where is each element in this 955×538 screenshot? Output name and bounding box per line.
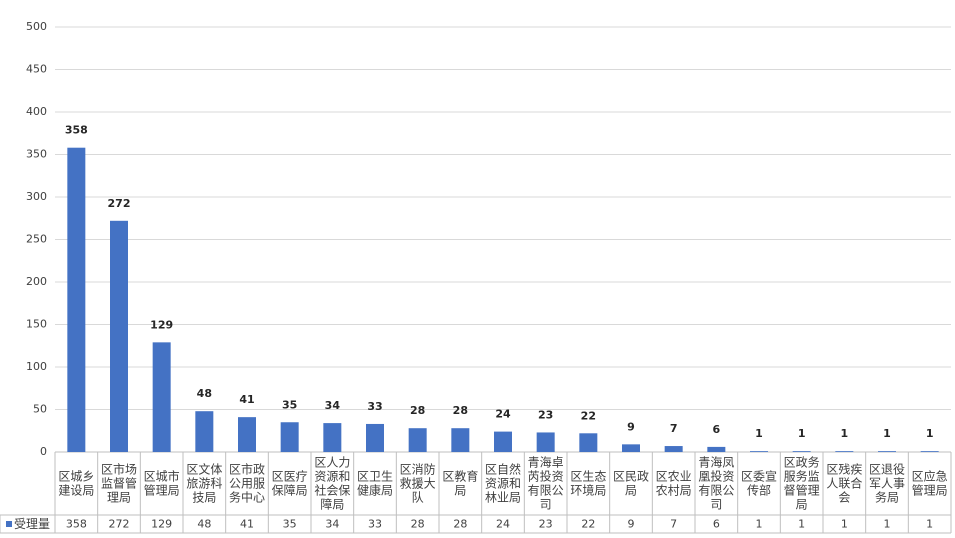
table-value: 1 xyxy=(884,518,891,531)
category-label: 区退役军人事务局 xyxy=(869,461,905,504)
category-label: 区人力资源和社会保障局 xyxy=(314,455,350,511)
legend-label: 受理量 xyxy=(14,517,50,531)
data-label: 1 xyxy=(755,427,763,440)
bar xyxy=(792,451,811,452)
data-label: 35 xyxy=(282,398,297,411)
bar xyxy=(451,428,470,452)
y-tick-label: 250 xyxy=(26,233,47,246)
y-tick-label: 200 xyxy=(26,275,47,288)
table-value: 33 xyxy=(368,518,382,531)
y-tick-label: 50 xyxy=(33,403,47,416)
table-value: 28 xyxy=(453,518,467,531)
data-label: 6 xyxy=(713,423,721,436)
category-label: 区政务服务监督管理局 xyxy=(784,454,820,511)
data-label: 1 xyxy=(926,427,934,440)
table-value: 48 xyxy=(197,518,211,531)
category-label: 区医疗保障局 xyxy=(272,469,308,497)
bar xyxy=(195,411,214,452)
bar xyxy=(408,428,427,452)
category-label: 区城乡建设局 xyxy=(58,469,94,497)
table-value: 1 xyxy=(756,518,763,531)
category-label: 区教育局 xyxy=(442,468,478,497)
category-label: 区市政公用服务中心 xyxy=(229,461,265,504)
bar xyxy=(536,432,555,452)
table-value: 7 xyxy=(670,518,677,531)
data-label: 22 xyxy=(581,409,596,422)
bar xyxy=(750,451,768,452)
table-value: 9 xyxy=(628,518,635,531)
table-value: 6 xyxy=(713,518,720,531)
data-label: 33 xyxy=(367,400,382,413)
table-value: 1 xyxy=(926,518,933,531)
bar xyxy=(920,451,939,452)
data-label: 129 xyxy=(150,318,173,331)
bar xyxy=(622,444,640,452)
table-value: 23 xyxy=(539,518,553,531)
category-label: 区卫生健康局 xyxy=(357,469,393,497)
bar xyxy=(579,433,598,452)
table-value: 28 xyxy=(411,518,425,531)
data-label: 28 xyxy=(410,404,425,417)
table-value: 22 xyxy=(581,518,595,531)
data-label: 1 xyxy=(841,427,849,440)
category-label: 区自然资源和林业局 xyxy=(485,461,521,504)
y-tick-label: 400 xyxy=(26,105,47,118)
bar xyxy=(67,147,86,452)
data-label: 28 xyxy=(453,404,468,417)
category-label: 区应急管理局 xyxy=(912,468,948,497)
category-label: 区委宣传部 xyxy=(741,468,777,497)
category-label: 区文体旅游科技局 xyxy=(186,461,222,504)
bar xyxy=(664,446,683,452)
data-label: 9 xyxy=(627,420,635,433)
table-value: 1 xyxy=(798,518,805,531)
category-label: 青海凤凰投资有限公司 xyxy=(698,454,734,511)
category-label: 区民政局 xyxy=(613,469,649,497)
bar xyxy=(238,417,256,452)
bar xyxy=(707,446,726,452)
y-tick-label: 150 xyxy=(26,318,47,331)
table-value: 1 xyxy=(841,518,848,531)
category-label: 区农业农村局 xyxy=(656,469,692,497)
y-tick-label: 500 xyxy=(26,20,47,33)
y-tick-label: 350 xyxy=(26,148,47,161)
table-value: 24 xyxy=(496,518,510,531)
data-label: 34 xyxy=(325,399,341,412)
table-value: 129 xyxy=(151,518,172,531)
category-label: 区生态环境局 xyxy=(570,469,606,497)
category-label: 青海卓芮投资有限公司 xyxy=(528,454,564,511)
bar xyxy=(878,451,896,452)
data-label: 24 xyxy=(495,408,511,421)
y-tick-label: 100 xyxy=(26,360,47,373)
table-value: 34 xyxy=(325,518,339,531)
y-tick-label: 300 xyxy=(26,190,47,203)
data-label: 1 xyxy=(883,427,891,440)
data-label: 23 xyxy=(538,408,553,421)
bar xyxy=(366,423,384,452)
data-label: 358 xyxy=(65,124,88,137)
table-value: 41 xyxy=(240,518,254,531)
bar xyxy=(152,342,171,452)
bar xyxy=(323,423,342,452)
category-label: 区消防救援大队 xyxy=(400,461,436,504)
y-tick-label: 450 xyxy=(26,63,47,76)
table-value: 272 xyxy=(109,518,130,531)
y-tick-label: 0 xyxy=(40,445,47,458)
data-label: 7 xyxy=(670,422,678,435)
table-value: 358 xyxy=(66,518,87,531)
bar xyxy=(494,431,512,452)
category-label: 区残疾人联合会 xyxy=(826,461,862,504)
bar xyxy=(110,220,128,452)
category-label: 区市场监督管理局 xyxy=(101,461,137,504)
data-label: 48 xyxy=(197,387,212,400)
bar xyxy=(280,422,299,452)
data-label: 272 xyxy=(108,197,131,210)
bar xyxy=(835,451,854,452)
category-label: 区城市管理局 xyxy=(144,468,180,497)
data-label: 1 xyxy=(798,427,806,440)
legend-key xyxy=(6,521,12,527)
table-value: 35 xyxy=(283,518,297,531)
data-label: 41 xyxy=(239,393,254,406)
